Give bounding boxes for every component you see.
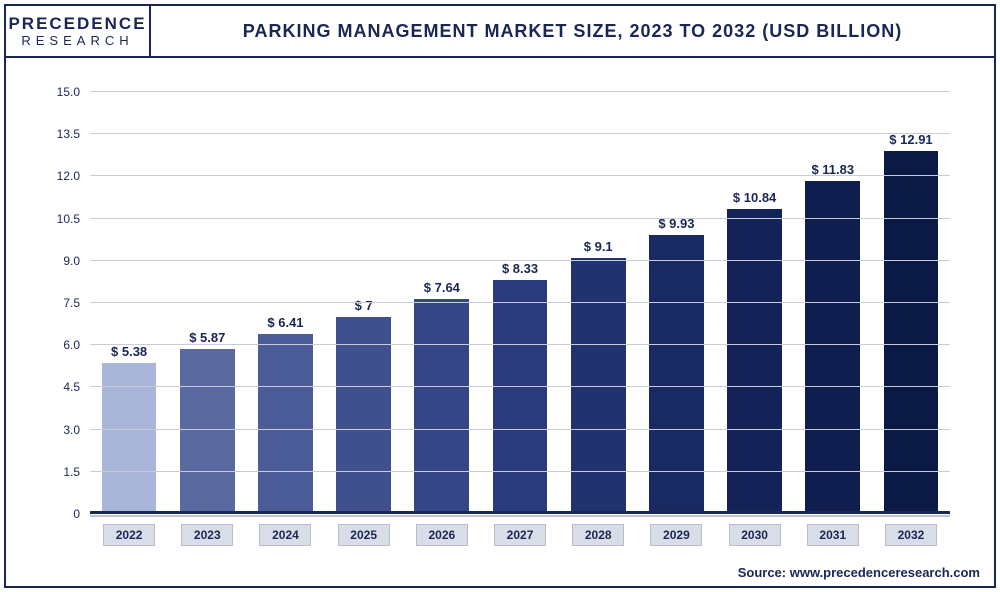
x-label-text: 2024 <box>259 524 311 546</box>
bar-slot: $ 12.91 <box>872 92 950 514</box>
bars-container: $ 5.38 $ 5.87 $ 6.41 $ 7 $ 7.64 $ 8.33 $ 9.1 $ … <box>90 92 950 514</box>
bar <box>180 349 235 514</box>
bar <box>258 334 313 514</box>
bar <box>884 151 939 514</box>
x-label: 2023 <box>168 520 246 550</box>
bar <box>649 235 704 514</box>
y-tick-label: 10.5 <box>57 212 80 226</box>
chart-frame: PRECEDENCE RESEARCH PARKING MANAGEMENT M… <box>4 4 996 588</box>
title-container: PARKING MANAGEMENT MARKET SIZE, 2023 TO … <box>151 6 994 56</box>
bar-slot: $ 9.1 <box>559 92 637 514</box>
gridline <box>90 471 950 472</box>
gridline <box>90 175 950 176</box>
bar <box>414 299 469 514</box>
y-tick-label: 9.0 <box>63 254 80 268</box>
bar-slot: $ 8.33 <box>481 92 559 514</box>
bar-value-label: $ 5.38 <box>111 344 147 359</box>
bar <box>727 209 782 514</box>
bar-value-label: $ 9.1 <box>584 239 613 254</box>
bar-slot: $ 5.87 <box>168 92 246 514</box>
x-label-text: 2025 <box>338 524 390 546</box>
bar <box>336 317 391 514</box>
source-text: Source: www.precedenceresearch.com <box>738 565 980 580</box>
bar <box>102 363 157 514</box>
bar-value-label: $ 7.64 <box>424 280 460 295</box>
x-label: 2026 <box>403 520 481 550</box>
x-label-text: 2031 <box>807 524 859 546</box>
bar-value-label: $ 7 <box>355 298 373 313</box>
x-axis-line <box>90 511 950 514</box>
x-label-text: 2030 <box>729 524 781 546</box>
plot-area: $ 5.38 $ 5.87 $ 6.41 $ 7 $ 7.64 $ 8.33 $ 9.1 $ … <box>90 92 950 514</box>
x-label: 2029 <box>637 520 715 550</box>
gridline <box>90 344 950 345</box>
gridline <box>90 260 950 261</box>
y-tick-label: 7.5 <box>63 296 80 310</box>
y-tick-label: 12.0 <box>57 169 80 183</box>
bar-value-label: $ 10.84 <box>733 190 776 205</box>
y-tick-label: 3.0 <box>63 423 80 437</box>
chart-body: 0 1.5 3.0 4.5 6.0 7.5 9.0 10.5 12.0 13.5 15.0 $ 5.… <box>12 64 988 558</box>
x-label: 2028 <box>559 520 637 550</box>
x-label-text: 2023 <box>181 524 233 546</box>
x-label-text: 2028 <box>572 524 624 546</box>
bar-slot: $ 7 <box>325 92 403 514</box>
bar <box>805 181 860 514</box>
bar-slot: $ 9.93 <box>637 92 715 514</box>
y-tick-label: 4.5 <box>63 380 80 394</box>
x-axis-labels: 2022 2023 2024 2025 2026 2027 2028 2029 2030 2031… <box>90 520 950 550</box>
plot-wrap: 01.53.04.56.07.59.010.512.013.515.0 $ 5.… <box>46 92 954 550</box>
y-tick-label: 1.5 <box>63 465 80 479</box>
y-tick-label: 15.0 <box>57 85 80 99</box>
logo-text-main: PRECEDENCE <box>8 15 146 32</box>
x-axis-shadow <box>90 515 950 517</box>
bar-slot: $ 5.38 <box>90 92 168 514</box>
x-label: 2025 <box>325 520 403 550</box>
bar-value-label: $ 5.87 <box>189 330 225 345</box>
x-label-text: 2032 <box>885 524 937 546</box>
x-label-text: 2029 <box>650 524 702 546</box>
x-label-text: 2027 <box>494 524 546 546</box>
x-label: 2022 <box>90 520 168 550</box>
gridline <box>90 91 950 92</box>
y-tick-label: 13.5 <box>57 127 80 141</box>
bar <box>493 280 548 514</box>
gridline <box>90 429 950 430</box>
gridline <box>90 386 950 387</box>
x-label: 2030 <box>716 520 794 550</box>
gridline <box>90 302 950 303</box>
y-axis: 01.53.04.56.07.59.010.512.013.515.0 <box>46 92 86 514</box>
x-label: 2032 <box>872 520 950 550</box>
x-label: 2024 <box>246 520 324 550</box>
gridline <box>90 218 950 219</box>
gridline <box>90 133 950 134</box>
x-label-text: 2022 <box>103 524 155 546</box>
header: PRECEDENCE RESEARCH PARKING MANAGEMENT M… <box>6 6 994 58</box>
bar-slot: $ 11.83 <box>794 92 872 514</box>
bar-slot: $ 6.41 <box>246 92 324 514</box>
y-tick-label: 6.0 <box>63 338 80 352</box>
y-tick-label: 0 <box>73 507 80 521</box>
x-label: 2027 <box>481 520 559 550</box>
bar-slot: $ 10.84 <box>716 92 794 514</box>
bar-slot: $ 7.64 <box>403 92 481 514</box>
logo-text-sub: RESEARCH <box>21 34 133 47</box>
bar-value-label: $ 6.41 <box>267 315 303 330</box>
bar-value-label: $ 8.33 <box>502 261 538 276</box>
chart-title: PARKING MANAGEMENT MARKET SIZE, 2023 TO … <box>243 21 902 42</box>
x-label: 2031 <box>794 520 872 550</box>
brand-logo: PRECEDENCE RESEARCH <box>6 6 151 56</box>
x-label-text: 2026 <box>416 524 468 546</box>
